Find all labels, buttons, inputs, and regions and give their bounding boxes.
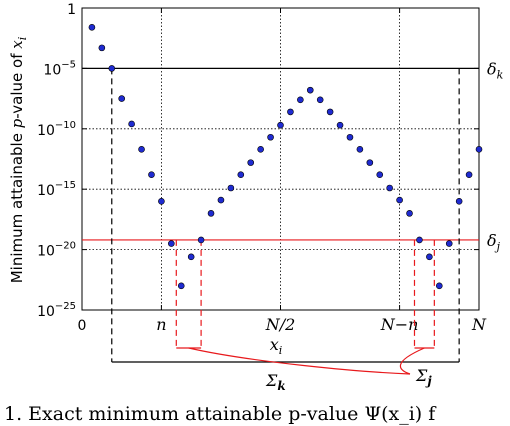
x-tick-label: N/2 [265, 315, 296, 334]
data-point [297, 96, 304, 104]
data-point [227, 184, 235, 192]
data-point [455, 197, 463, 205]
data-point [277, 121, 284, 129]
x-axis-label: xi [270, 335, 283, 357]
data-point [247, 159, 255, 166]
brackets: Σk Σj [111, 347, 460, 393]
data-point [267, 133, 274, 141]
x-tick-label: N [471, 315, 487, 334]
data-point [98, 44, 106, 52]
threshold-label-delta_j: δj [487, 231, 501, 253]
connector-j-right [399, 347, 425, 375]
data-point [366, 159, 374, 166]
data-point [287, 108, 294, 116]
bracket-label-sigma_k: Σk [265, 371, 286, 393]
data-point [426, 253, 433, 261]
data-point [406, 210, 413, 217]
data-point [177, 282, 185, 290]
data-point [356, 146, 364, 153]
y-tick-label: 10−10 [37, 120, 76, 139]
data-point [217, 196, 225, 204]
data-point [187, 253, 195, 261]
data-point [88, 24, 96, 31]
data-point [346, 133, 354, 141]
data-point [326, 108, 334, 116]
data-point [306, 86, 314, 94]
data-point [396, 196, 403, 204]
y-tick-label: 1 [67, 2, 76, 18]
y-tick-label: 10−5 [43, 59, 76, 78]
data-point [128, 120, 135, 128]
data-point [148, 171, 155, 179]
y-tick-label: 10−15 [37, 180, 76, 199]
data-point [158, 197, 165, 205]
data-point [237, 171, 245, 179]
data-point [108, 65, 116, 72]
caption: 1. Exact minimum attainable p-value Ψ(x_… [4, 403, 437, 425]
y-tick-label: 10−25 [37, 301, 76, 320]
data-point [316, 96, 324, 104]
data-point [435, 282, 443, 290]
data-point [118, 95, 125, 102]
data-point [445, 240, 453, 247]
data-points [88, 24, 483, 290]
ticks: 1 10−5 10−10 10−15 10−20 10−250 n N/2 N−n N [37, 2, 487, 334]
data-point [376, 171, 384, 179]
data-point [465, 171, 473, 179]
data-point [168, 240, 175, 247]
data-point [138, 146, 145, 153]
threshold-lines: δk δj [82, 59, 504, 253]
bracket-label-sigma_j: Σj [415, 366, 432, 388]
data-point [197, 236, 205, 244]
threshold-label-delta_k: δk [487, 59, 504, 81]
grid [82, 8, 479, 310]
x-tick-label: n [156, 315, 166, 334]
data-point [257, 146, 264, 153]
x-tick-label: 0 [78, 318, 87, 334]
data-point [475, 146, 483, 153]
y-axis-label: Minimum attainable p-value of xi [8, 37, 29, 284]
data-point [336, 121, 344, 129]
drop-lines [111, 68, 460, 362]
connector-j-left [188, 347, 411, 375]
data-point [416, 236, 423, 244]
x-tick-label: N−n [380, 315, 419, 334]
data-point [207, 210, 215, 217]
y-tick-label: 10−20 [37, 241, 76, 260]
data-point [386, 184, 393, 192]
